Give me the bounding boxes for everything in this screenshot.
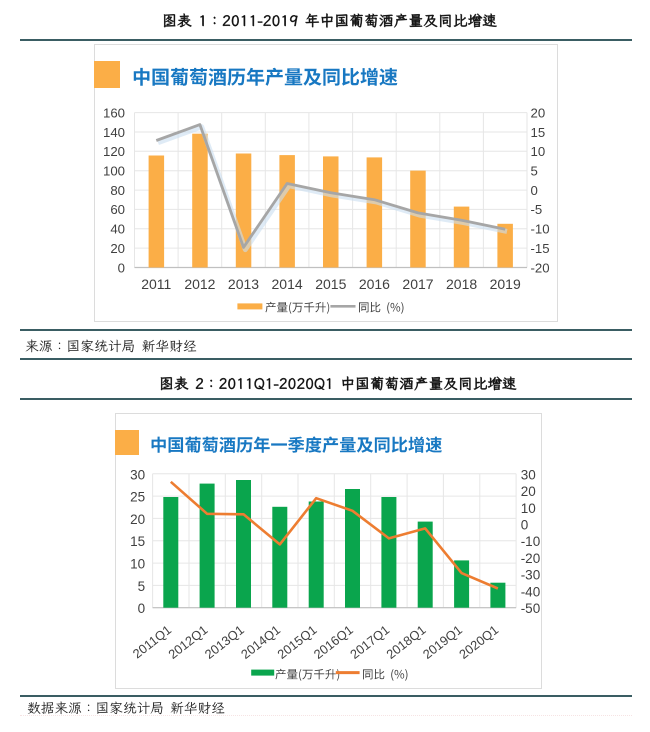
svg-text:-15: -15 (531, 241, 550, 256)
svg-text:60: 60 (110, 202, 125, 217)
svg-text:20: 20 (531, 105, 546, 120)
svg-text:2018: 2018 (446, 276, 477, 292)
svg-text:2013: 2013 (228, 276, 259, 292)
svg-text:2011: 2011 (141, 276, 171, 292)
svg-text:100: 100 (103, 164, 125, 179)
svg-text:10: 10 (521, 501, 536, 516)
svg-text:2017: 2017 (402, 276, 433, 292)
svg-text:30: 30 (521, 467, 536, 482)
svg-text:25: 25 (130, 490, 145, 505)
svg-text:15: 15 (130, 534, 145, 549)
svg-text:-10: -10 (521, 534, 541, 549)
svg-text:2016: 2016 (359, 276, 390, 292)
svg-text:30: 30 (130, 467, 145, 482)
svg-text:20: 20 (521, 484, 536, 499)
svg-text:2014: 2014 (272, 276, 303, 292)
svg-text:5: 5 (138, 579, 146, 594)
svg-text:120: 120 (103, 144, 125, 159)
svg-text:15: 15 (531, 125, 546, 140)
svg-text:2011Q1: 2011Q1 (130, 622, 174, 661)
svg-text:2019: 2019 (490, 276, 521, 292)
svg-text:20: 20 (110, 241, 125, 256)
svg-text:2017Q1: 2017Q1 (347, 622, 392, 662)
svg-text:2020Q1: 2020Q1 (456, 622, 501, 662)
svg-text:2012: 2012 (184, 276, 215, 292)
svg-text:0: 0 (521, 518, 529, 533)
svg-text:160: 160 (103, 105, 125, 120)
svg-text:-30: -30 (521, 568, 541, 583)
svg-text:2015: 2015 (315, 276, 346, 292)
svg-text:2013Q1: 2013Q1 (202, 622, 247, 662)
svg-text:2018Q1: 2018Q1 (383, 622, 428, 662)
svg-text:-5: -5 (531, 202, 543, 217)
svg-text:10: 10 (531, 144, 546, 159)
svg-text:2014Q1: 2014Q1 (238, 622, 283, 662)
svg-text:2012Q1: 2012Q1 (165, 622, 210, 662)
svg-text:40: 40 (110, 222, 125, 237)
svg-text:2015Q1: 2015Q1 (274, 622, 319, 662)
svg-text:5: 5 (531, 164, 538, 179)
svg-text:0: 0 (118, 260, 125, 275)
svg-text:0: 0 (531, 183, 538, 198)
svg-text:10: 10 (130, 557, 145, 572)
svg-text:140: 140 (103, 125, 125, 140)
svg-text:80: 80 (110, 183, 125, 198)
svg-text:-50: -50 (521, 601, 541, 616)
svg-text:2016Q1: 2016Q1 (311, 622, 356, 662)
svg-text:20: 20 (130, 512, 145, 527)
svg-text:-10: -10 (531, 222, 550, 237)
svg-text:-20: -20 (521, 551, 541, 566)
svg-text:-40: -40 (521, 585, 541, 600)
svg-text:0: 0 (138, 601, 146, 616)
svg-text:-20: -20 (531, 260, 550, 275)
svg-text:2019Q1: 2019Q1 (420, 622, 465, 662)
